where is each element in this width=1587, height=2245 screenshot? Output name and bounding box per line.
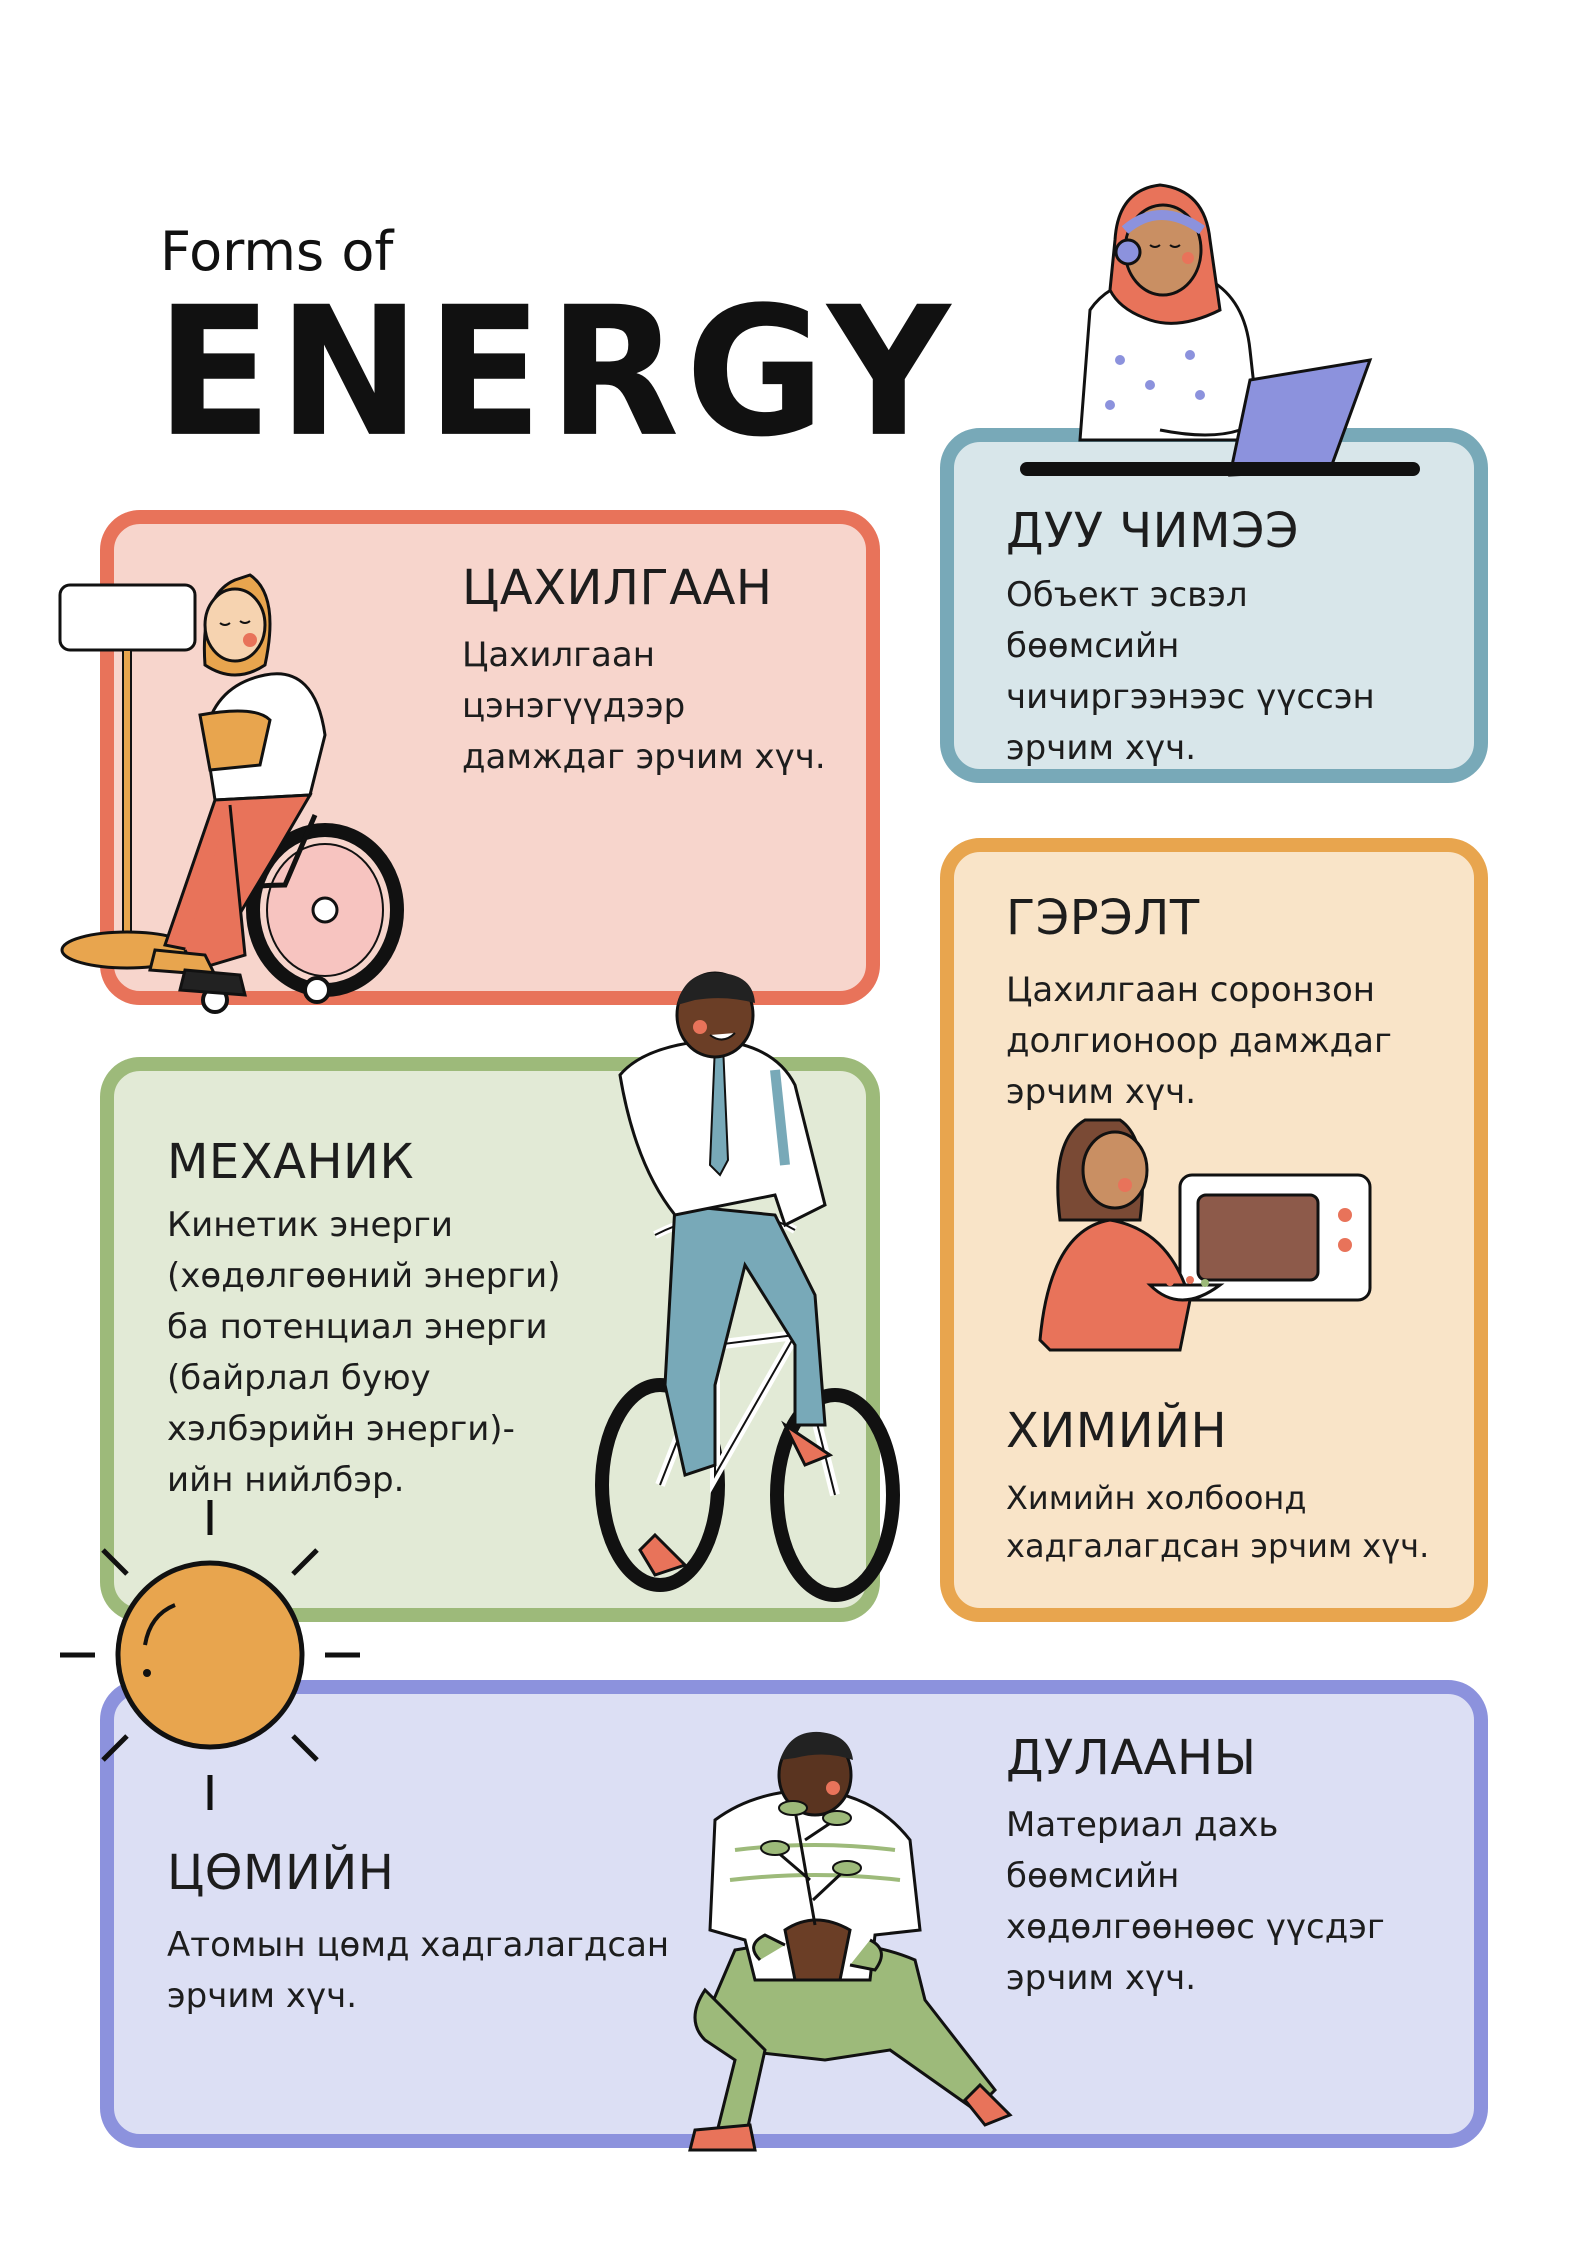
title-energy: ENERGY [156, 269, 957, 477]
chemical-line: хадгалагдсан эрчим хүч. [1006, 1527, 1430, 1565]
cyclist-illustration [595, 971, 900, 1602]
sound-description: Объект эсвэл бөөмсийн чичиргээнээс үүссэ… [1006, 570, 1375, 774]
thermal-line: бөөмсийн [1006, 1856, 1180, 1896]
mechanical-description: Кинетик энерги (хөдөлгөөний энерги) ба п… [167, 1200, 561, 1506]
sound-line: Объект эсвэл [1006, 575, 1248, 615]
mechanical-line: ийн нийлбэр. [167, 1460, 405, 1500]
thermal-line: Материал дахь [1006, 1805, 1279, 1845]
microwave-illustration [1038, 1118, 1372, 1352]
chemical-heading: ХИМИЙН [1006, 1403, 1228, 1459]
nuclear-description: Атомын цөмд хадгалагдсан эрчим хүч. [167, 1920, 669, 2022]
sound-line: чичиргээнээс үүссэн [1006, 677, 1375, 717]
thermal-description: Материал дахь бөөмсийн хөдөлгөөнөөс үүсд… [1006, 1800, 1385, 2004]
light-line: долгионоор дамждаг [1006, 1021, 1392, 1061]
person-with-laptop-illustration [1020, 183, 1420, 477]
mechanical-line: Кинетик энерги [167, 1205, 453, 1245]
electric-line: цэнэгүүдээр [462, 686, 686, 726]
gardener-illustration [688, 1731, 1013, 2152]
light-line: эрчим хүч. [1006, 1072, 1197, 1112]
wheelchair-reader-illustration [58, 573, 404, 1014]
nuclear-line: Атомын цөмд хадгалагдсан [167, 1925, 670, 1965]
chemical-description: Химийн холбоонд хадгалагдсан эрчим хүч. [1006, 1474, 1429, 1570]
mechanical-line: ба потенциал энерги [167, 1307, 548, 1347]
electric-description: Цахилгаан цэнэгүүдээр дамждаг эрчим хүч. [462, 630, 826, 783]
chemical-line: Химийн холбоонд [1006, 1479, 1307, 1517]
light-description: Цахилгаан соронзон долгионоор дамждаг эр… [1006, 965, 1392, 1118]
electric-line: дамждаг эрчим хүч. [462, 737, 826, 777]
mechanical-line: (байрлал буюу [167, 1358, 431, 1398]
nuclear-heading: ЦӨМИЙН [167, 1845, 395, 1901]
mechanical-line: хэлбэрийн энерги)- [167, 1409, 515, 1449]
mechanical-heading: МЕХАНИК [167, 1134, 415, 1190]
thermal-heading: ДУЛААНЫ [1006, 1730, 1257, 1786]
sound-heading: ДУУ ЧИМЭЭ [1006, 503, 1300, 559]
thermal-line: хөдөлгөөнөөс үүсдэг [1006, 1907, 1385, 1947]
electric-line: Цахилгаан [462, 635, 655, 675]
sound-line: эрчим хүч. [1006, 728, 1197, 768]
thermal-line: эрчим хүч. [1006, 1958, 1197, 1998]
electric-heading: ЦАХИЛГААН [462, 560, 773, 616]
mechanical-line: (хөдөлгөөний энерги) [167, 1256, 561, 1296]
sound-line: бөөмсийн [1006, 626, 1180, 666]
title-forms-of: Forms of [160, 220, 394, 283]
light-heading: ГЭРЭЛТ [1006, 890, 1200, 946]
card-sound [940, 428, 1488, 783]
nuclear-line: эрчим хүч. [167, 1976, 358, 2016]
sun-illustration [60, 1500, 360, 1810]
light-line: Цахилгаан соронзон [1006, 970, 1375, 1010]
